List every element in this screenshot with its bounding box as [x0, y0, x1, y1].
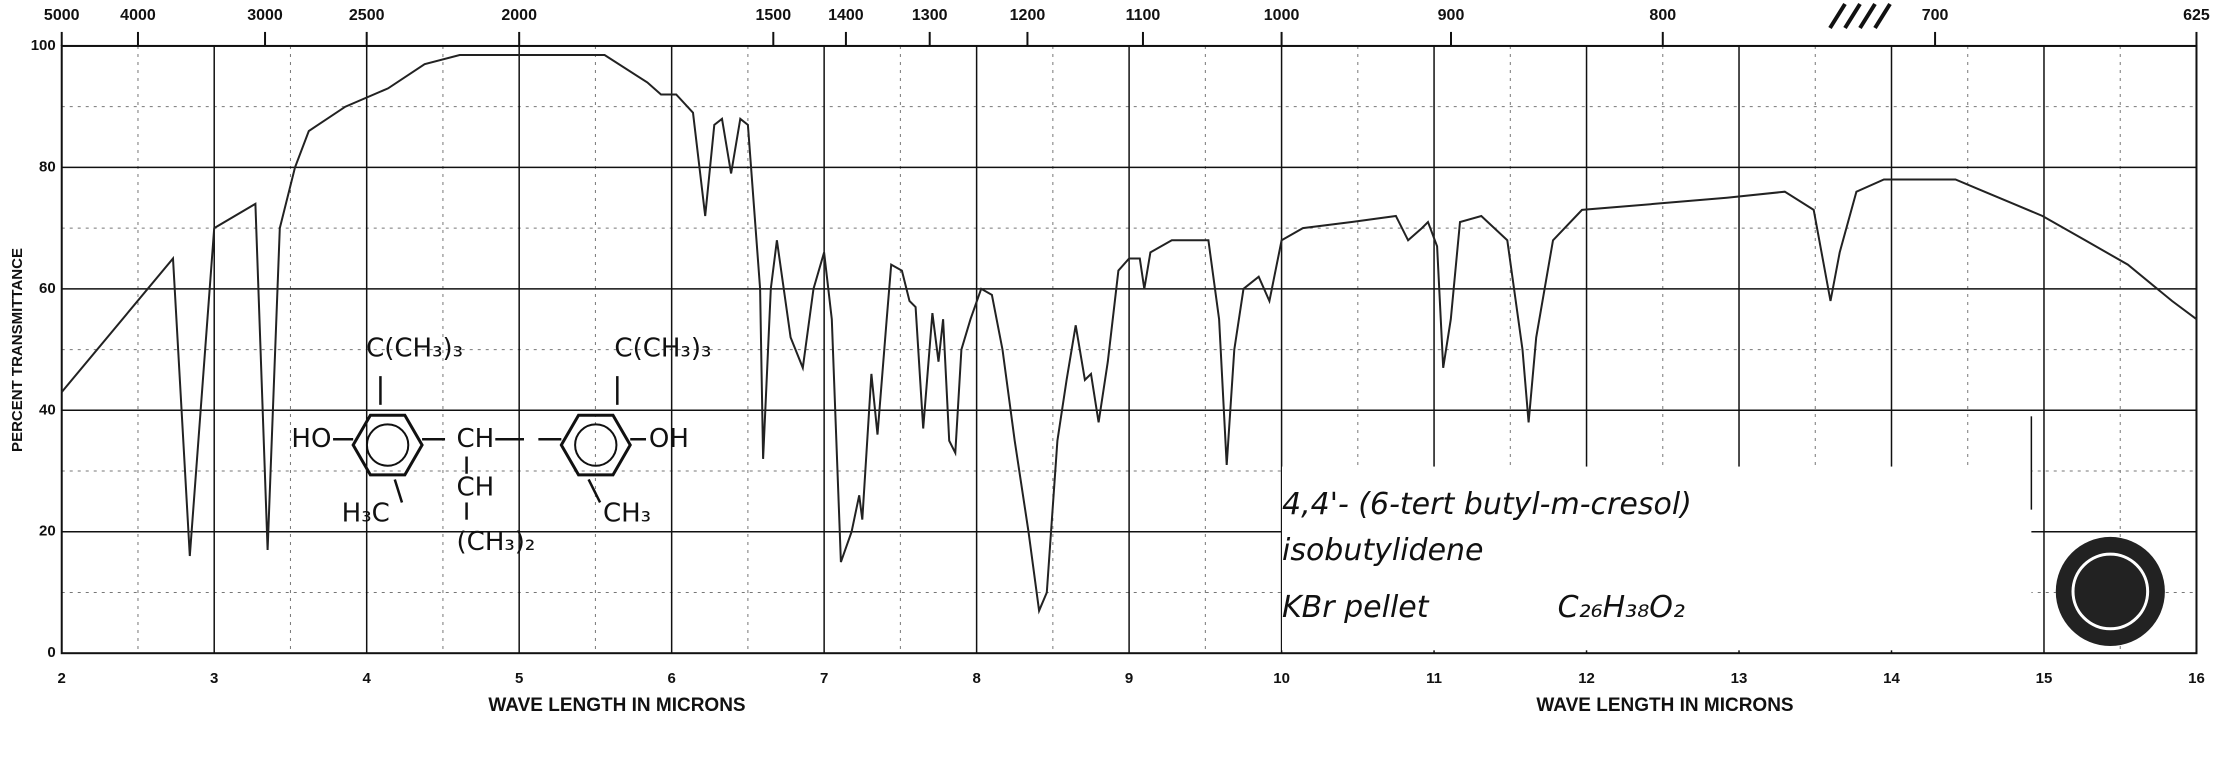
x-tick-label: 3 [210, 670, 218, 687]
x-tick-label: 13 [1731, 670, 1748, 687]
x-tick-label: 14 [1883, 670, 1900, 687]
x2-tick-label: 1400 [828, 7, 864, 24]
logo-inner [2071, 552, 2150, 631]
benzene-ring-inner [574, 423, 618, 467]
x2-tick-label: 1500 [756, 7, 792, 24]
x-tick-label: 8 [972, 670, 980, 687]
structure-label: C(CH₃)₃ [614, 333, 711, 363]
mark-stroke [1843, 2, 1862, 30]
note-line: 4,4'- (6-tert butyl-m-cresol) [1282, 487, 1692, 522]
note-box [1281, 466, 2032, 651]
x-tick-label: 2 [58, 670, 66, 687]
x2-tick-label: 800 [1649, 7, 1676, 24]
structure-label: OH [649, 424, 689, 454]
x-tick-label: 4 [363, 670, 372, 687]
benzene-ring-inner [365, 423, 410, 467]
mark-stroke [1858, 2, 1877, 30]
x-tick-label: 7 [820, 670, 828, 687]
structure-label: C(CH₃)₃ [366, 333, 463, 363]
note-line: isobutylidene [1282, 533, 1484, 568]
x2-tick-label: 700 [1922, 7, 1949, 24]
benzene-ring [351, 413, 424, 477]
x2-tick-label: 1300 [912, 7, 948, 24]
x-axis-label: WAVE LENGTH IN MICRONS [1536, 695, 1793, 716]
y-tick-label: 0 [47, 644, 55, 661]
x-tick-label: 6 [667, 670, 675, 687]
x2-tick-label: 900 [1438, 7, 1465, 24]
x-tick-label: 15 [2036, 670, 2053, 687]
structure-label: H₃C [342, 498, 390, 528]
note-line: KBr pellet [1282, 590, 1430, 625]
bond [393, 479, 404, 503]
structure-label: CH₃ [603, 498, 651, 528]
plot-frame [60, 44, 2198, 655]
x2-tick-label: 1100 [1126, 7, 1161, 24]
bond [587, 478, 602, 504]
x2-tick-label: 625 [2183, 7, 2210, 24]
benzene-ring [559, 413, 632, 477]
x2-tick-label: 4000 [120, 7, 156, 24]
x-tick-label: 10 [1273, 670, 1290, 687]
formula: C₂₆H₃₈O₂ [1558, 590, 1685, 625]
y-tick-label: 20 [39, 523, 56, 540]
x2-tick-label: 2500 [349, 7, 385, 24]
mark-stroke [1828, 2, 1847, 30]
x-tick-label: 12 [1578, 670, 1595, 687]
structure-label: CH [457, 424, 495, 454]
y-axis-label: PERCENT TRANSMITTANCE [9, 248, 26, 452]
x2-tick-label: 1000 [1264, 7, 1300, 24]
x-axis-label: WAVE LENGTH IN MICRONS [488, 695, 745, 716]
x2-tick-label: 3000 [247, 7, 283, 24]
x2-tick-label: 1200 [1010, 7, 1046, 24]
structure-label: CH [457, 473, 495, 503]
y-tick-label: 80 [39, 158, 56, 175]
x2-tick-label: 2000 [501, 7, 537, 24]
x-tick-label: 5 [515, 670, 523, 687]
mark-stroke [1873, 2, 1892, 30]
x-tick-label: 9 [1125, 670, 1133, 687]
x-tick-label: 11 [1426, 670, 1442, 687]
decoration [1828, 2, 1892, 30]
spectrum-line [60, 54, 2198, 615]
structure-label: (CH₃)₂ [457, 527, 536, 557]
y-tick-label: 60 [39, 280, 56, 297]
y-tick-label: 100 [31, 37, 56, 54]
y-tick-label: 40 [39, 401, 56, 418]
x2-tick-label: 5000 [44, 7, 80, 24]
x-tick-label: 16 [2188, 670, 2205, 687]
structure-label: HO [291, 424, 331, 454]
